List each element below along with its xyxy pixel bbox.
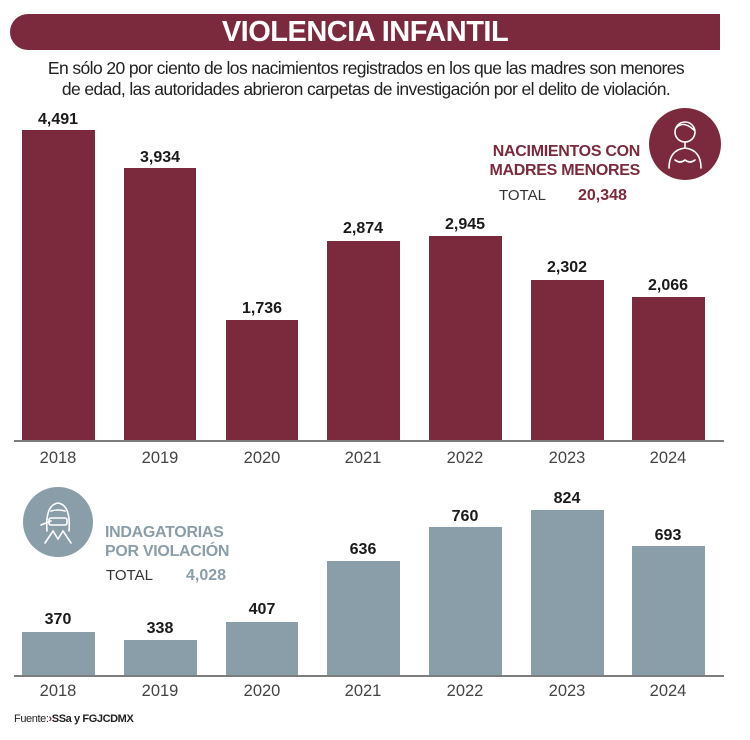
legend-total-value: 20,348 xyxy=(578,187,627,204)
bar-2022 xyxy=(429,527,502,675)
title-banner: VIOLENCIA INFANTIL xyxy=(10,14,720,50)
bar-2024 xyxy=(632,546,705,675)
legend-title: NACIMIENTOS CON MADRES MENORES xyxy=(489,143,641,179)
legend-total-label: TOTAL xyxy=(499,187,546,204)
year-label: 2021 xyxy=(344,449,382,467)
bar-value: 2,066 xyxy=(647,277,689,294)
bar-value: 760 xyxy=(451,508,479,525)
bar-2024 xyxy=(632,297,705,440)
x-axis-line xyxy=(14,675,724,677)
bar-value: 1,736 xyxy=(241,300,283,317)
legend-total-label: TOTAL xyxy=(106,567,153,584)
bar-2023 xyxy=(531,280,604,440)
bar-value: 2,945 xyxy=(444,216,486,233)
bar-value: 693 xyxy=(654,527,682,544)
bar-value: 2,302 xyxy=(546,259,588,276)
source-value: SSa y FGJCDMX xyxy=(51,713,134,725)
year-label: 2023 xyxy=(548,449,586,467)
year-label: 2018 xyxy=(39,682,77,700)
year-label: 2023 xyxy=(548,682,586,700)
year-label: 2021 xyxy=(344,682,382,700)
subtitle: En sólo 20 por ciento de los nacimientos… xyxy=(10,58,722,100)
bar-value: 2,874 xyxy=(342,220,384,237)
page-title: VIOLENCIA INFANTIL xyxy=(221,16,509,48)
legend-title: INDAGATORIAS POR VIOLACIÓN xyxy=(105,524,230,560)
year-label: 2018 xyxy=(39,449,77,467)
bar-2022 xyxy=(429,236,502,440)
bar-2021 xyxy=(327,241,400,440)
bar-value: 636 xyxy=(349,541,377,558)
bar-value: 370 xyxy=(44,611,72,628)
young-mother-icon xyxy=(649,108,721,180)
source-note: Fuente:›SSa y FGJCDMX xyxy=(14,713,134,725)
year-label: 2020 xyxy=(243,682,281,700)
bar-value: 4,491 xyxy=(37,111,79,128)
legend-total-value: 4,028 xyxy=(186,567,227,584)
bar-2019 xyxy=(124,168,196,440)
subtitle-line-2: de edad, las autoridades abrieron carpet… xyxy=(61,79,671,99)
year-label: 2024 xyxy=(649,682,687,700)
bar-value: 824 xyxy=(553,490,581,507)
bar-2021 xyxy=(327,561,400,675)
bar-2020 xyxy=(226,320,298,440)
year-label: 2019 xyxy=(141,682,179,700)
bar-2019 xyxy=(124,640,197,675)
year-label: 2022 xyxy=(446,449,484,467)
bar-2020 xyxy=(226,622,298,675)
bar-value: 338 xyxy=(146,620,174,637)
x-axis-line xyxy=(14,440,724,442)
bar-value: 3,934 xyxy=(139,149,181,166)
source-separator-icon: › xyxy=(48,713,53,725)
bar-2023 xyxy=(531,510,604,675)
bar-value: 407 xyxy=(248,601,276,618)
year-label: 2019 xyxy=(141,449,179,467)
year-label: 2020 xyxy=(243,449,281,467)
year-label: 2024 xyxy=(649,449,687,467)
gagged-girl-icon xyxy=(23,487,93,557)
subtitle-line-1: En sólo 20 por ciento de los nacimientos… xyxy=(47,58,685,78)
bar-2018 xyxy=(22,632,95,675)
source-label: Fuente: xyxy=(14,713,49,725)
year-label: 2022 xyxy=(446,682,484,700)
bar-2018 xyxy=(22,130,95,440)
